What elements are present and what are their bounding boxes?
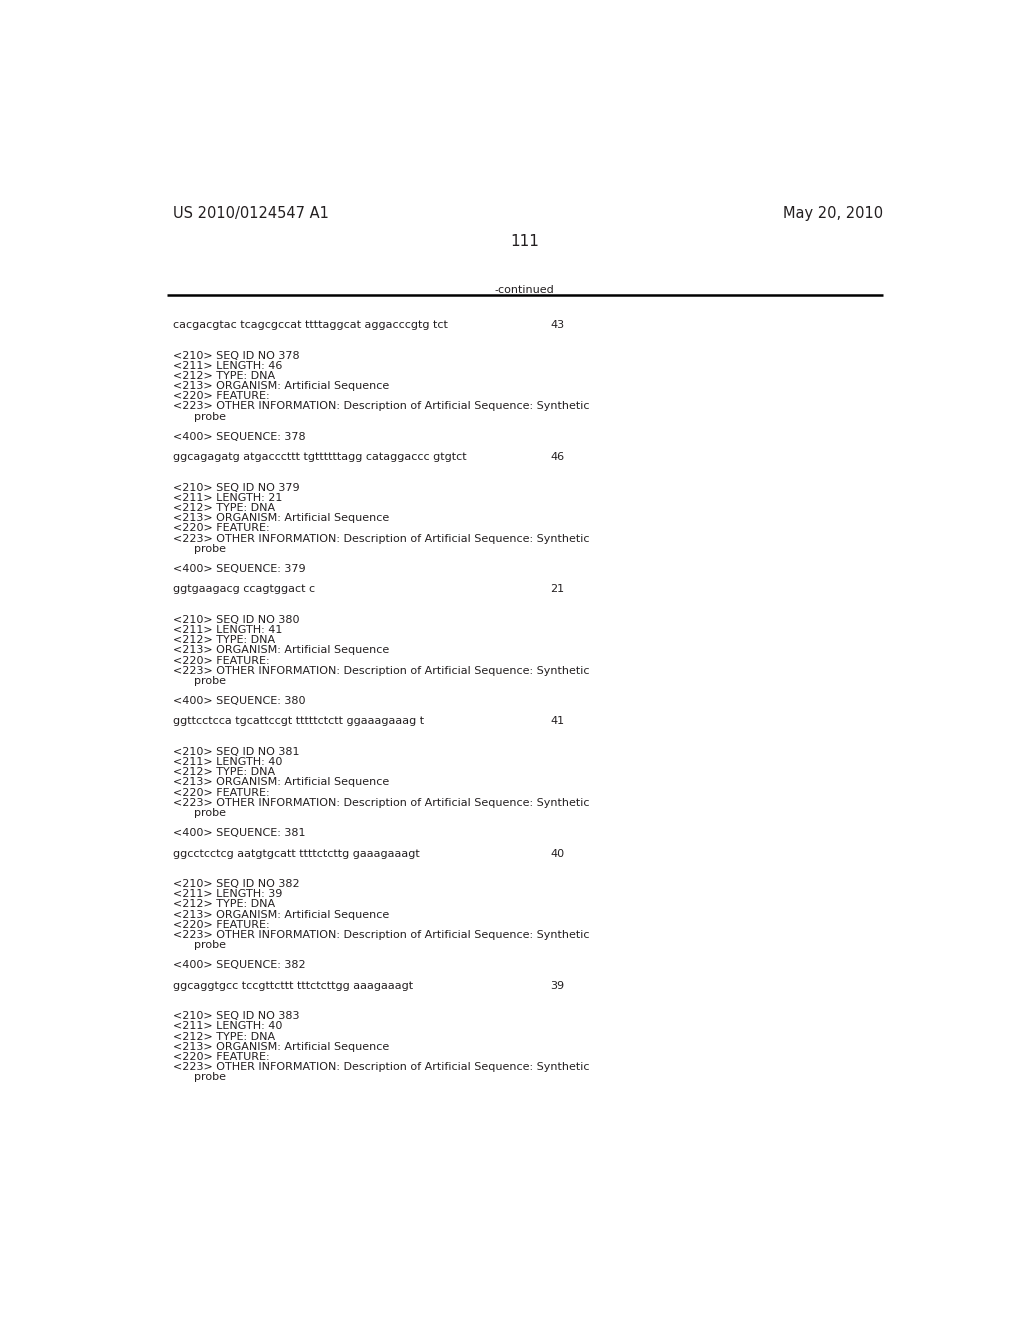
Text: <223> OTHER INFORMATION: Description of Artificial Sequence: Synthetic: <223> OTHER INFORMATION: Description of … bbox=[173, 533, 590, 544]
Text: probe: probe bbox=[173, 940, 226, 950]
Text: <213> ORGANISM: Artificial Sequence: <213> ORGANISM: Artificial Sequence bbox=[173, 645, 389, 655]
Text: <400> SEQUENCE: 379: <400> SEQUENCE: 379 bbox=[173, 564, 305, 574]
Text: <210> SEQ ID NO 383: <210> SEQ ID NO 383 bbox=[173, 1011, 299, 1022]
Text: <211> LENGTH: 39: <211> LENGTH: 39 bbox=[173, 890, 283, 899]
Text: <220> FEATURE:: <220> FEATURE: bbox=[173, 524, 269, 533]
Text: <213> ORGANISM: Artificial Sequence: <213> ORGANISM: Artificial Sequence bbox=[173, 909, 389, 920]
Text: <223> OTHER INFORMATION: Description of Artificial Sequence: Synthetic: <223> OTHER INFORMATION: Description of … bbox=[173, 665, 590, 676]
Text: <210> SEQ ID NO 380: <210> SEQ ID NO 380 bbox=[173, 615, 299, 624]
Text: <210> SEQ ID NO 379: <210> SEQ ID NO 379 bbox=[173, 483, 300, 492]
Text: probe: probe bbox=[173, 412, 226, 421]
Text: 111: 111 bbox=[510, 234, 540, 249]
Text: 40: 40 bbox=[550, 849, 564, 858]
Text: <212> TYPE: DNA: <212> TYPE: DNA bbox=[173, 767, 275, 777]
Text: <223> OTHER INFORMATION: Description of Artificial Sequence: Synthetic: <223> OTHER INFORMATION: Description of … bbox=[173, 797, 590, 808]
Text: 41: 41 bbox=[550, 717, 564, 726]
Text: <210> SEQ ID NO 378: <210> SEQ ID NO 378 bbox=[173, 351, 300, 360]
Text: ggcaggtgcc tccgttcttt tttctcttgg aaagaaagt: ggcaggtgcc tccgttcttt tttctcttgg aaagaaa… bbox=[173, 981, 413, 991]
Text: <212> TYPE: DNA: <212> TYPE: DNA bbox=[173, 371, 275, 381]
Text: 43: 43 bbox=[550, 321, 564, 330]
Text: 21: 21 bbox=[550, 585, 564, 594]
Text: <223> OTHER INFORMATION: Description of Artificial Sequence: Synthetic: <223> OTHER INFORMATION: Description of … bbox=[173, 929, 590, 940]
Text: probe: probe bbox=[173, 676, 226, 686]
Text: <400> SEQUENCE: 382: <400> SEQUENCE: 382 bbox=[173, 961, 305, 970]
Text: <211> LENGTH: 40: <211> LENGTH: 40 bbox=[173, 758, 283, 767]
Text: <213> ORGANISM: Artificial Sequence: <213> ORGANISM: Artificial Sequence bbox=[173, 513, 389, 523]
Text: ggcagagatg atgacccttt tgttttttagg cataggaccc gtgtct: ggcagagatg atgacccttt tgttttttagg catagg… bbox=[173, 453, 467, 462]
Text: <220> FEATURE:: <220> FEATURE: bbox=[173, 1052, 269, 1061]
Text: <400> SEQUENCE: 380: <400> SEQUENCE: 380 bbox=[173, 696, 305, 706]
Text: <212> TYPE: DNA: <212> TYPE: DNA bbox=[173, 503, 275, 513]
Text: ggtgaagacg ccagtggact c: ggtgaagacg ccagtggact c bbox=[173, 585, 315, 594]
Text: <223> OTHER INFORMATION: Description of Artificial Sequence: Synthetic: <223> OTHER INFORMATION: Description of … bbox=[173, 401, 590, 412]
Text: <212> TYPE: DNA: <212> TYPE: DNA bbox=[173, 899, 275, 909]
Text: <210> SEQ ID NO 381: <210> SEQ ID NO 381 bbox=[173, 747, 299, 756]
Text: probe: probe bbox=[173, 808, 226, 818]
Text: <220> FEATURE:: <220> FEATURE: bbox=[173, 788, 269, 797]
Text: <211> LENGTH: 41: <211> LENGTH: 41 bbox=[173, 626, 283, 635]
Text: ggttcctcca tgcattccgt tttttctctt ggaaagaaag t: ggttcctcca tgcattccgt tttttctctt ggaaaga… bbox=[173, 717, 424, 726]
Text: <211> LENGTH: 40: <211> LENGTH: 40 bbox=[173, 1022, 283, 1031]
Text: <213> ORGANISM: Artificial Sequence: <213> ORGANISM: Artificial Sequence bbox=[173, 381, 389, 391]
Text: <400> SEQUENCE: 378: <400> SEQUENCE: 378 bbox=[173, 432, 305, 442]
Text: 46: 46 bbox=[550, 453, 564, 462]
Text: May 20, 2010: May 20, 2010 bbox=[782, 206, 883, 222]
Text: <223> OTHER INFORMATION: Description of Artificial Sequence: Synthetic: <223> OTHER INFORMATION: Description of … bbox=[173, 1063, 590, 1072]
Text: <211> LENGTH: 21: <211> LENGTH: 21 bbox=[173, 492, 283, 503]
Text: <211> LENGTH: 46: <211> LENGTH: 46 bbox=[173, 360, 283, 371]
Text: <213> ORGANISM: Artificial Sequence: <213> ORGANISM: Artificial Sequence bbox=[173, 777, 389, 788]
Text: 39: 39 bbox=[550, 981, 564, 991]
Text: probe: probe bbox=[173, 1072, 226, 1082]
Text: <213> ORGANISM: Artificial Sequence: <213> ORGANISM: Artificial Sequence bbox=[173, 1041, 389, 1052]
Text: <400> SEQUENCE: 381: <400> SEQUENCE: 381 bbox=[173, 829, 305, 838]
Text: <220> FEATURE:: <220> FEATURE: bbox=[173, 920, 269, 929]
Text: <220> FEATURE:: <220> FEATURE: bbox=[173, 656, 269, 665]
Text: cacgacgtac tcagcgccat ttttaggcat aggacccgtg tct: cacgacgtac tcagcgccat ttttaggcat aggaccc… bbox=[173, 321, 447, 330]
Text: US 2010/0124547 A1: US 2010/0124547 A1 bbox=[173, 206, 329, 222]
Text: <212> TYPE: DNA: <212> TYPE: DNA bbox=[173, 635, 275, 645]
Text: probe: probe bbox=[173, 544, 226, 553]
Text: <220> FEATURE:: <220> FEATURE: bbox=[173, 391, 269, 401]
Text: <212> TYPE: DNA: <212> TYPE: DNA bbox=[173, 1032, 275, 1041]
Text: <210> SEQ ID NO 382: <210> SEQ ID NO 382 bbox=[173, 879, 300, 890]
Text: -continued: -continued bbox=[495, 285, 555, 296]
Text: ggcctcctcg aatgtgcatt ttttctcttg gaaagaaagt: ggcctcctcg aatgtgcatt ttttctcttg gaaagaa… bbox=[173, 849, 420, 858]
